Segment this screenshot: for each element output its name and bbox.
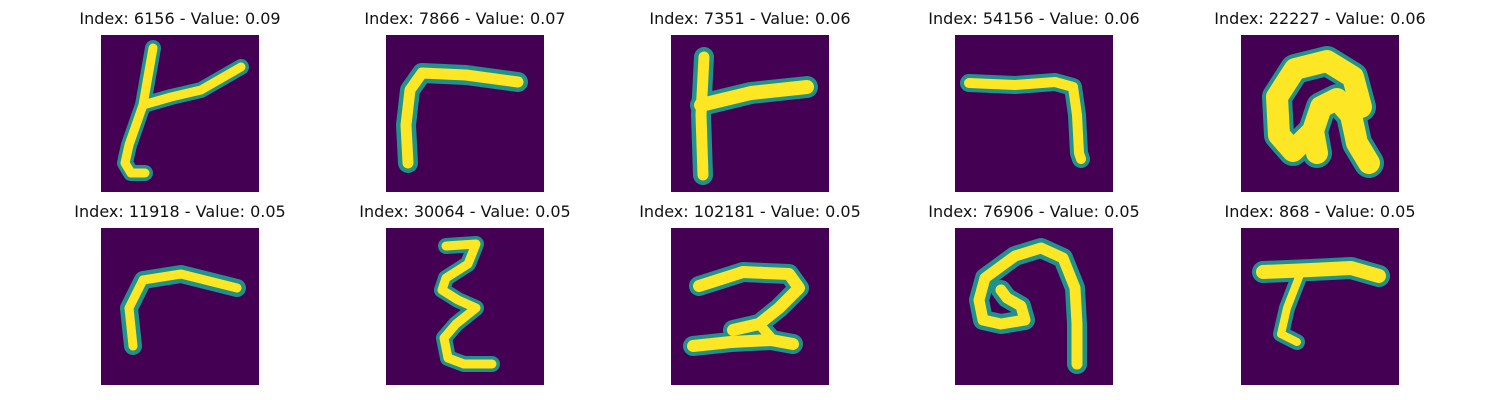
panel-title: Index: 11918 - Value: 0.05 [74,202,286,221]
panel-title: Index: 22227 - Value: 0.06 [1214,9,1426,28]
panel-3: Index: 7351 - Value: 0.06 [610,0,890,192]
glyph-image [386,228,544,385]
glyph-image [671,35,829,192]
glyph-image [101,228,259,385]
glyph-image [1241,35,1399,192]
panel-9: Index: 76906 - Value: 0.05 [894,193,1174,385]
panel-title: Index: 6156 - Value: 0.09 [79,9,281,28]
panel-7: Index: 30064 - Value: 0.05 [325,193,605,385]
panel-10: Index: 868 - Value: 0.05 [1180,193,1460,385]
glyph-image [671,228,829,385]
panel-5: Index: 22227 - Value: 0.06 [1180,0,1460,192]
panel-title: Index: 7351 - Value: 0.06 [649,9,851,28]
image-background [671,228,829,385]
panel-1: Index: 6156 - Value: 0.09 [40,0,320,192]
glyph-image [386,35,544,192]
panel-title: Index: 54156 - Value: 0.06 [928,9,1140,28]
glyph-image [101,35,259,192]
panel-title: Index: 868 - Value: 0.05 [1224,202,1416,221]
panel-title: Index: 76906 - Value: 0.05 [928,202,1140,221]
image-background [955,35,1113,192]
glyph-image [955,35,1113,192]
panel-6: Index: 11918 - Value: 0.05 [40,193,320,385]
panel-8: Index: 102181 - Value: 0.05 [610,193,890,385]
panel-title: Index: 7866 - Value: 0.07 [364,9,566,28]
panel-title: Index: 102181 - Value: 0.05 [639,202,861,221]
glyph-image [1241,228,1399,385]
image-background [1241,228,1399,385]
panel-2: Index: 7866 - Value: 0.07 [325,0,605,192]
panel-4: Index: 54156 - Value: 0.06 [894,0,1174,192]
glyph-image [955,228,1113,385]
panel-title: Index: 30064 - Value: 0.05 [359,202,571,221]
